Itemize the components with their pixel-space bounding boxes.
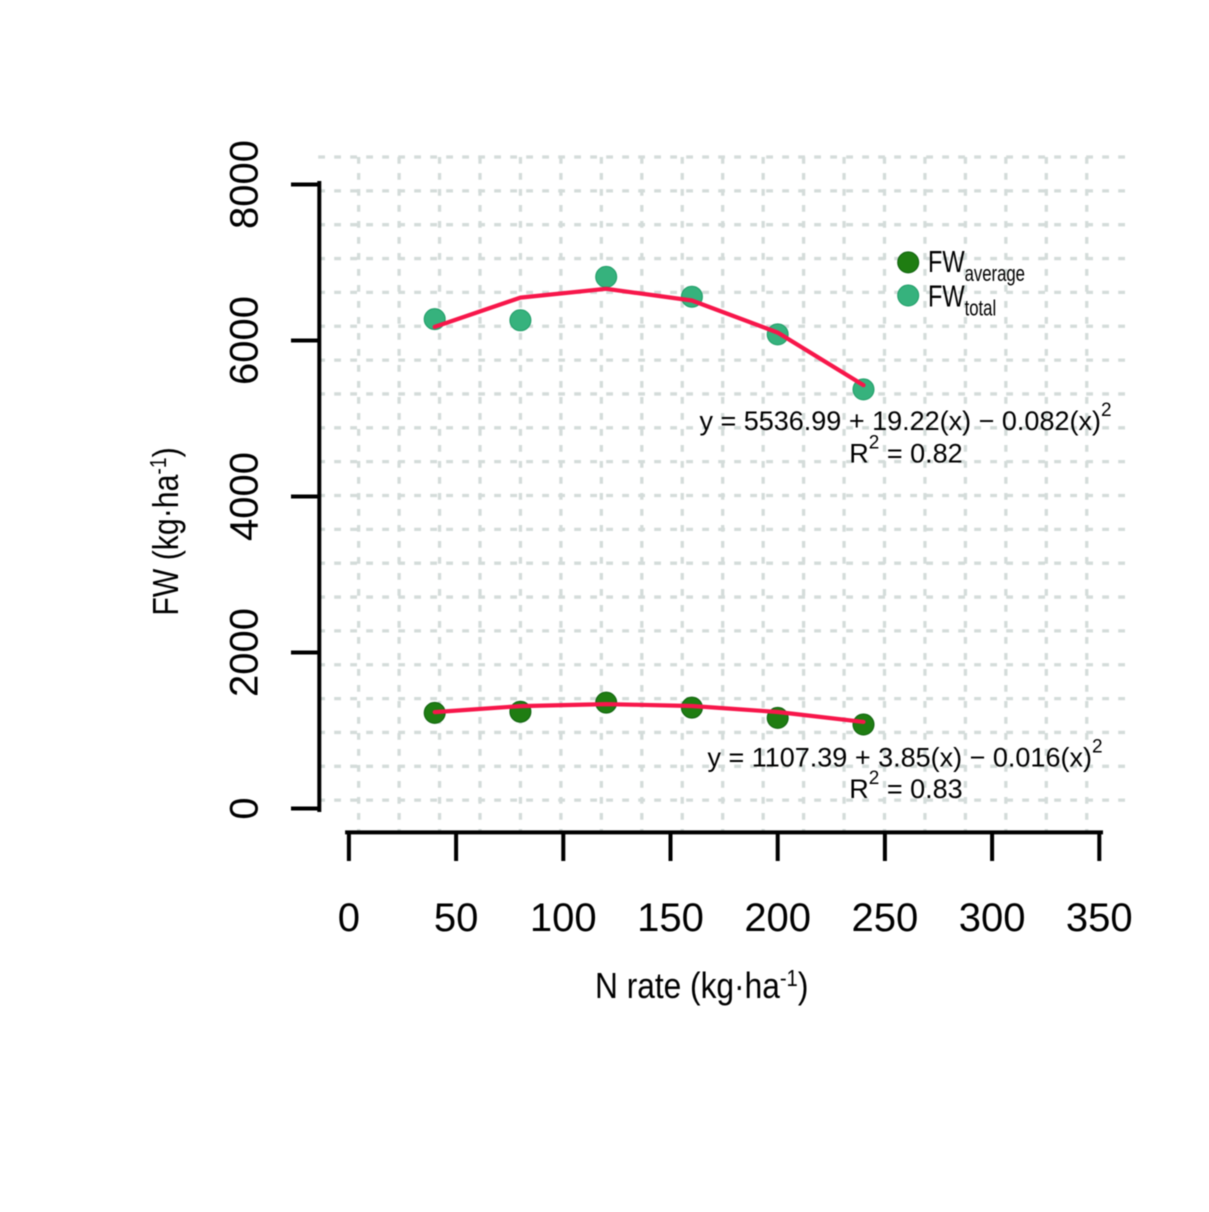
svg-text:250: 250 <box>852 896 919 940</box>
svg-text:y = 1107.39 + 3.85(x) − 0.016(: y = 1107.39 + 3.85(x) − 0.016(x)2 <box>707 736 1102 772</box>
svg-text:R2 = 0.82: R2 = 0.82 <box>849 432 962 468</box>
svg-text:y = 5536.99 + 19.22(x) − 0.082: y = 5536.99 + 19.22(x) − 0.082(x)2 <box>699 400 1111 436</box>
svg-text:2000: 2000 <box>223 608 267 697</box>
svg-text:4000: 4000 <box>223 452 267 541</box>
svg-text:0: 0 <box>223 797 267 819</box>
svg-text:50: 50 <box>434 896 479 940</box>
svg-text:R2 = 0.83: R2 = 0.83 <box>849 768 962 804</box>
svg-text:100: 100 <box>530 896 597 940</box>
svg-text:350: 350 <box>1066 896 1133 940</box>
svg-text:N rate (kg·ha-1): N rate (kg·ha-1) <box>595 965 808 1007</box>
svg-text:300: 300 <box>959 896 1026 940</box>
svg-text:8000: 8000 <box>223 140 267 229</box>
svg-text:FW (kg·ha-1): FW (kg·ha-1) <box>147 447 187 615</box>
svg-text:0: 0 <box>338 896 360 940</box>
svg-text:200: 200 <box>744 896 811 940</box>
svg-text:150: 150 <box>637 896 704 940</box>
svg-text:6000: 6000 <box>223 296 267 385</box>
